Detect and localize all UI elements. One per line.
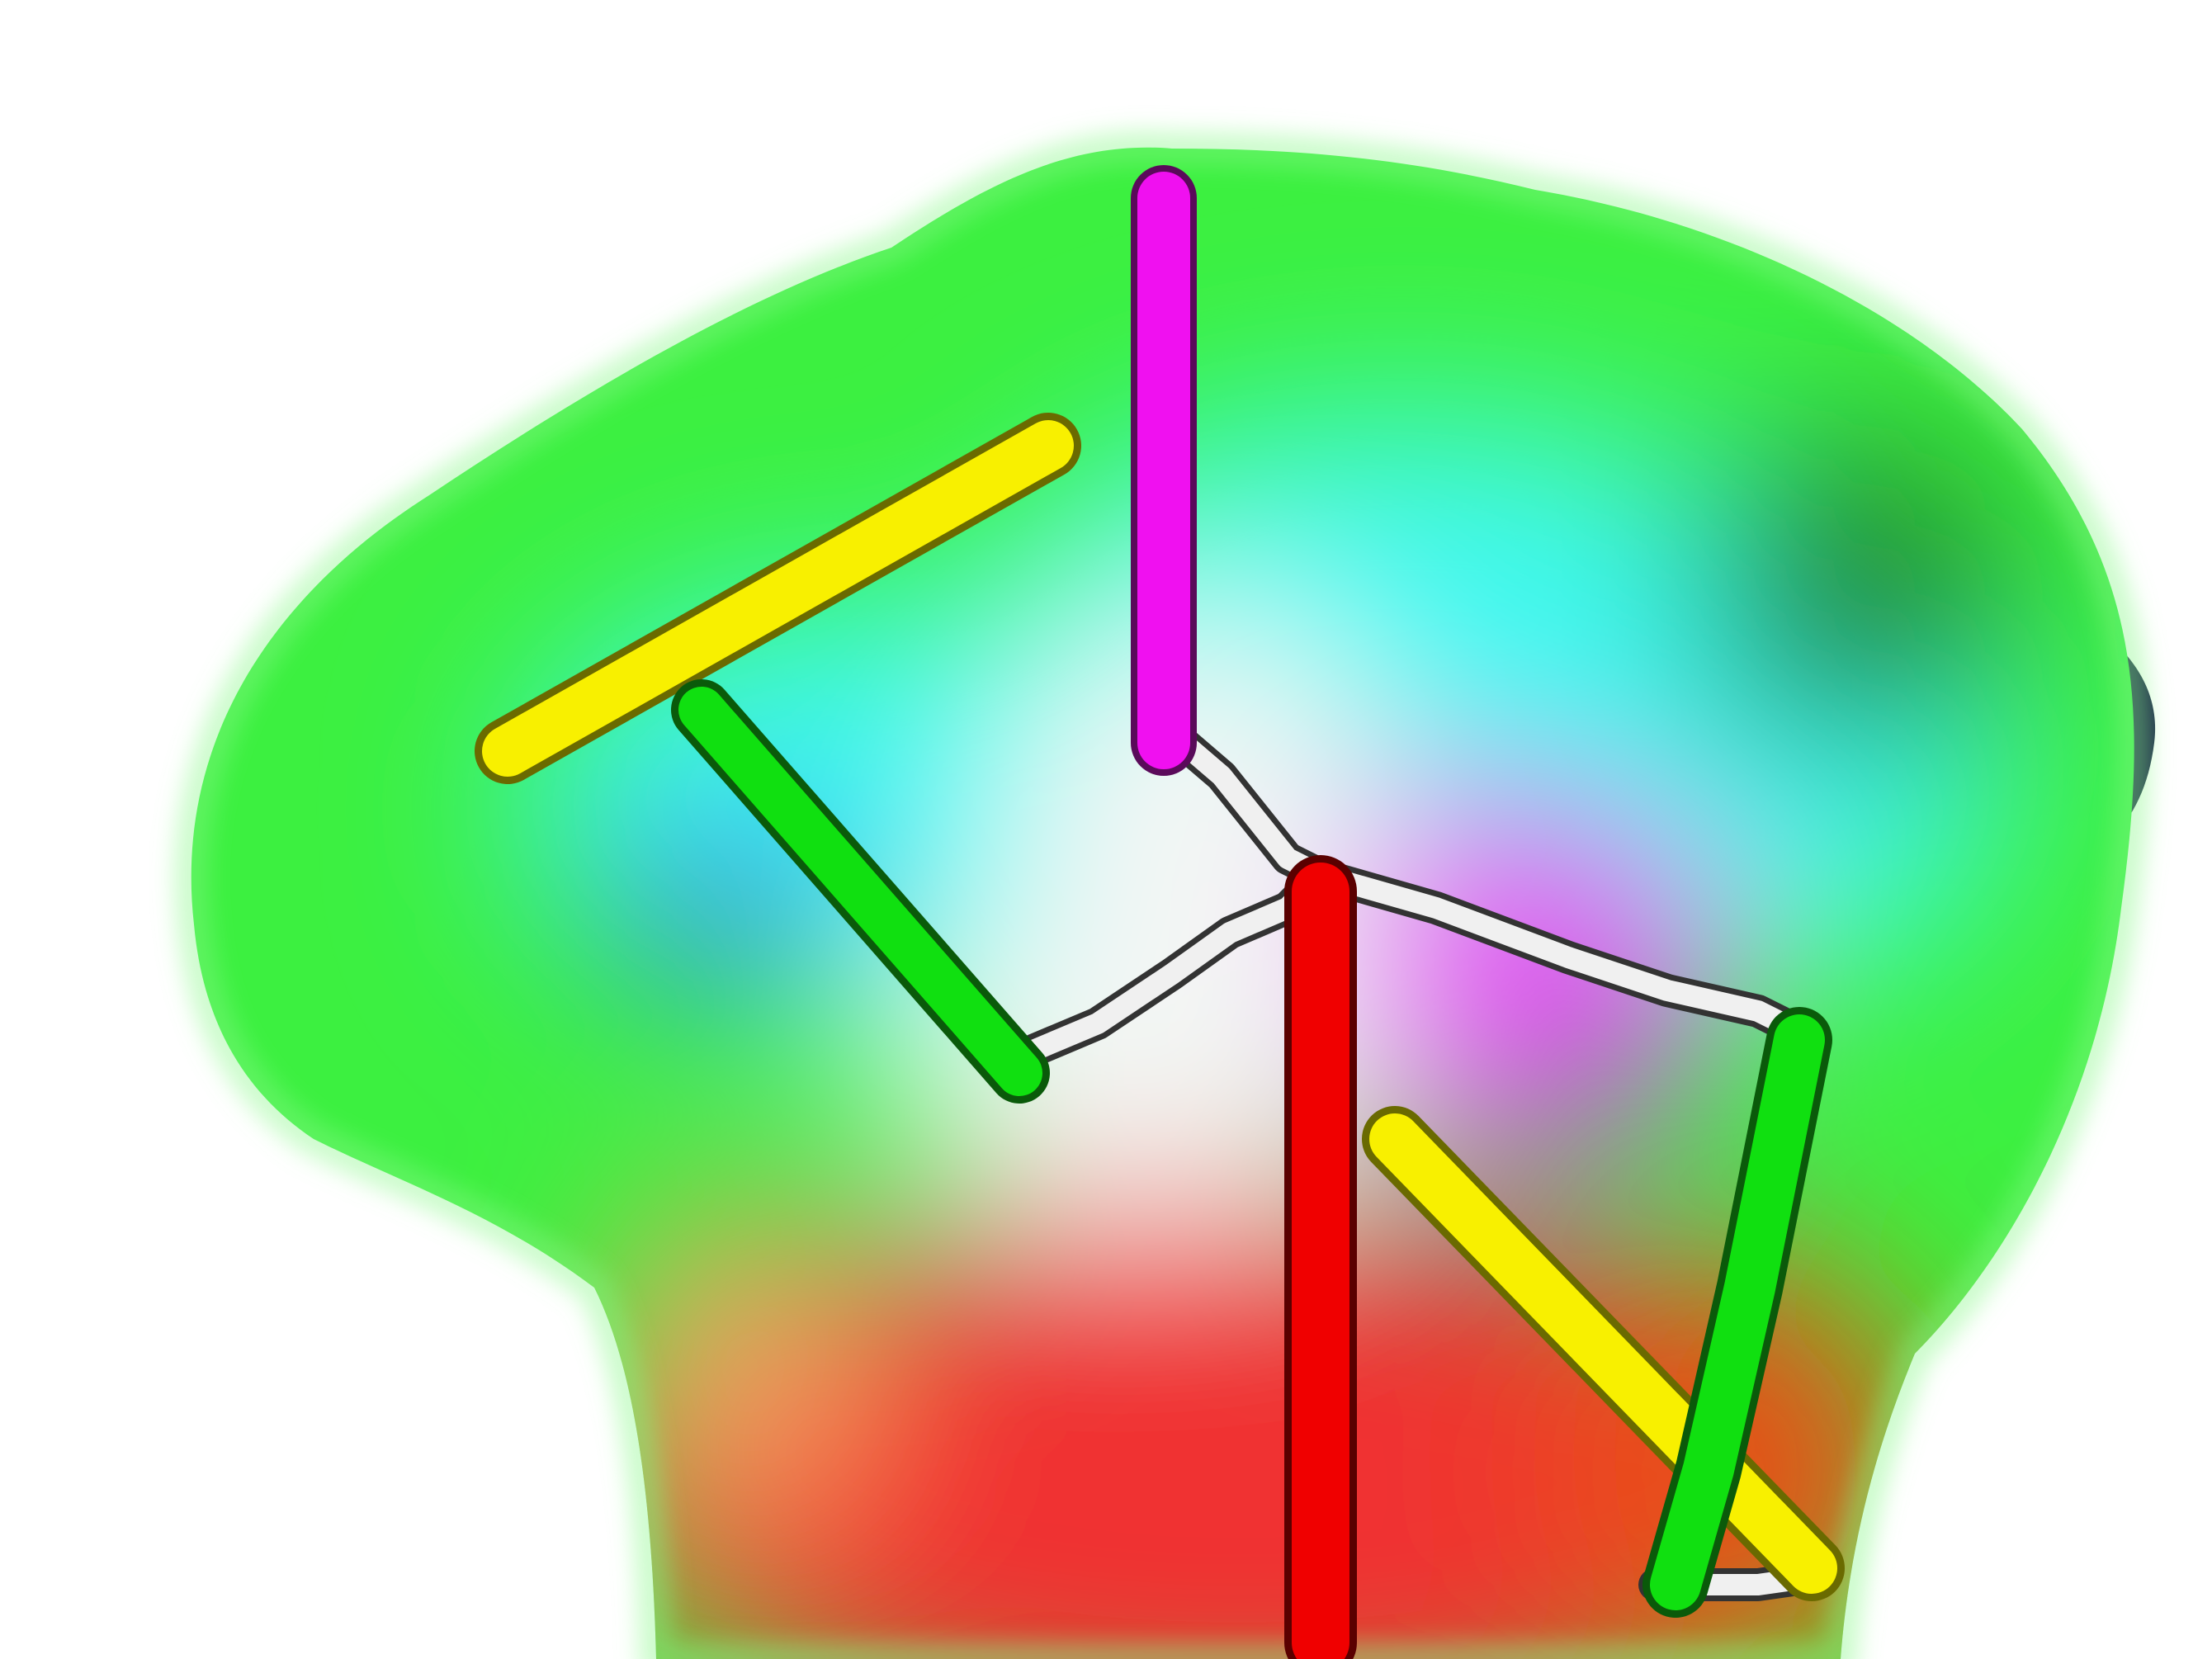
limb-left-forearm	[671, 679, 1050, 1104]
limb-right-upper-arm	[1362, 1106, 1845, 1601]
skeleton	[475, 165, 1845, 1659]
limb-right-forearm	[1642, 1007, 1832, 1618]
limb-left-upper-arm	[475, 413, 1081, 784]
